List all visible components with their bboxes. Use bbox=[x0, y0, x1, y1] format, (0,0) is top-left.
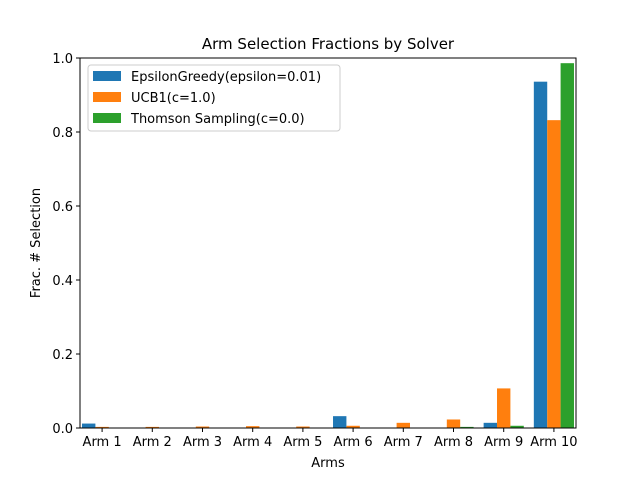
y-tick-label: 0.4 bbox=[52, 274, 73, 289]
y-tick-label: 0.6 bbox=[52, 200, 73, 215]
x-tick-label: Arm 1 bbox=[83, 435, 122, 450]
x-tick-label: Arm 3 bbox=[183, 435, 222, 450]
x-tick-label: Arm 10 bbox=[530, 435, 577, 450]
x-tick-label: Arm 7 bbox=[384, 435, 423, 450]
x-tick-label: Arm 9 bbox=[484, 435, 523, 450]
x-axis-label: Arms bbox=[311, 456, 345, 471]
y-axis-label: Frac. # Selection bbox=[29, 188, 44, 298]
legend: EpsilonGreedy(epsilon=0.01) UCB1(c=1.0) Th… bbox=[88, 65, 340, 131]
bar-series-1-arm-1 bbox=[82, 424, 95, 428]
legend-swatch bbox=[93, 113, 121, 123]
x-tick-label: Arm 2 bbox=[133, 435, 172, 450]
bar-series-2-arm-8 bbox=[447, 419, 460, 428]
x-tick-label: Arm 8 bbox=[434, 435, 473, 450]
y-tick-label: 0.8 bbox=[52, 126, 73, 141]
bar-series-1-arm-6 bbox=[333, 416, 346, 428]
x-tick-label: Arm 4 bbox=[233, 435, 272, 450]
bar-series-3-arm-10 bbox=[561, 63, 574, 428]
bar-series-1-arm-9 bbox=[484, 423, 497, 428]
legend-swatch bbox=[93, 92, 121, 102]
x-tick-label: Arm 5 bbox=[283, 435, 322, 450]
y-tick-label: 0.2 bbox=[52, 348, 73, 363]
chart-title: Arm Selection Fractions by Solver bbox=[202, 35, 455, 53]
y-tick-label: 0.0 bbox=[52, 422, 73, 437]
legend-label: Thomson Sampling(c=0.0) bbox=[130, 112, 305, 127]
x-tick-label: Arm 6 bbox=[334, 435, 373, 450]
bar-series-2-arm-10 bbox=[547, 120, 560, 428]
bar-series-1-arm-10 bbox=[534, 82, 547, 428]
legend-label: EpsilonGreedy(epsilon=0.01) bbox=[131, 70, 321, 85]
y-tick-label: 1.0 bbox=[52, 52, 73, 67]
legend-label: UCB1(c=1.0) bbox=[131, 91, 216, 106]
legend-swatch bbox=[93, 71, 121, 81]
bar-series-2-arm-9 bbox=[497, 388, 510, 428]
bar-series-2-arm-7 bbox=[397, 423, 410, 428]
